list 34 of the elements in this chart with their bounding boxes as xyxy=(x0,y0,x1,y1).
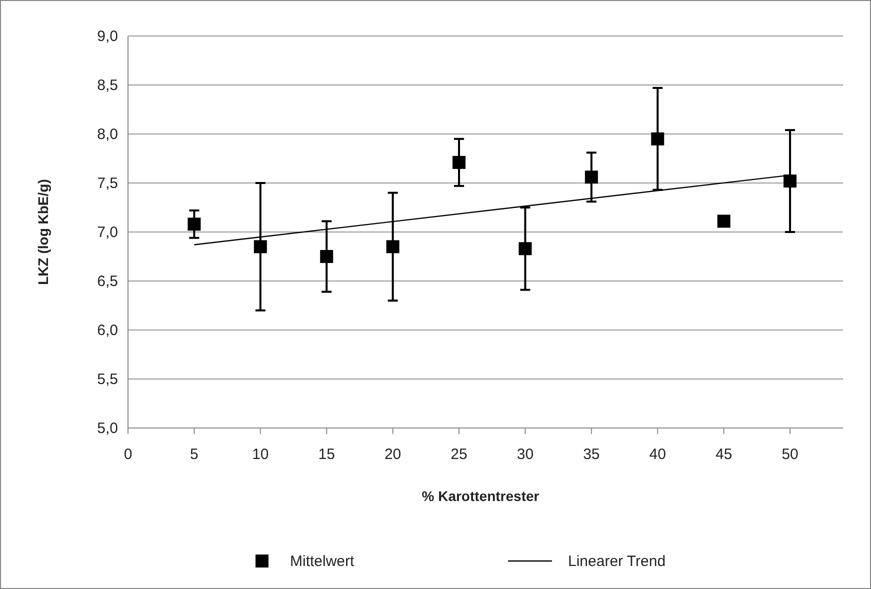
point xyxy=(452,156,466,169)
point xyxy=(717,214,730,228)
y-axis-title: LKZ (log KbE/g) xyxy=(35,179,51,285)
point xyxy=(320,250,334,263)
x-tick-label: 40 xyxy=(649,446,666,463)
x-tick-label: 10 xyxy=(252,446,269,463)
point xyxy=(386,240,400,254)
y-tick-label: 9,0 xyxy=(97,28,118,45)
y-tick-label: 7,5 xyxy=(97,175,118,192)
point xyxy=(784,174,797,188)
point xyxy=(651,132,664,146)
y-tick-label: 6,0 xyxy=(97,322,118,339)
legend-label: Mittelwert xyxy=(290,553,356,570)
y-tick-label: 5,5 xyxy=(97,371,118,388)
x-tick-label: 45 xyxy=(715,446,732,463)
y-tick-label: 5,0 xyxy=(97,420,118,437)
point xyxy=(518,242,532,256)
y-tick-label: 7,0 xyxy=(97,224,118,241)
y-tick-label: 6,5 xyxy=(97,273,118,290)
point xyxy=(188,218,201,231)
x-tick-label: 5 xyxy=(190,446,198,463)
y-tick-label: 8,0 xyxy=(97,126,118,143)
x-tick-label: 15 xyxy=(318,446,335,463)
point xyxy=(254,240,267,254)
legend-label: Linearer Trend xyxy=(568,553,666,570)
x-axis-title: % Karottentrester xyxy=(422,488,540,504)
x-tick-label: 35 xyxy=(583,446,600,463)
x-tick-label: 20 xyxy=(384,446,402,463)
x-tick-label: 50 xyxy=(782,446,798,463)
x-tick-label: 25 xyxy=(450,446,468,463)
x-tick-label: 30 xyxy=(516,446,534,463)
x-tick-label: 0 xyxy=(124,446,132,463)
point xyxy=(584,170,598,184)
y-tick-label: 8,5 xyxy=(97,77,118,94)
